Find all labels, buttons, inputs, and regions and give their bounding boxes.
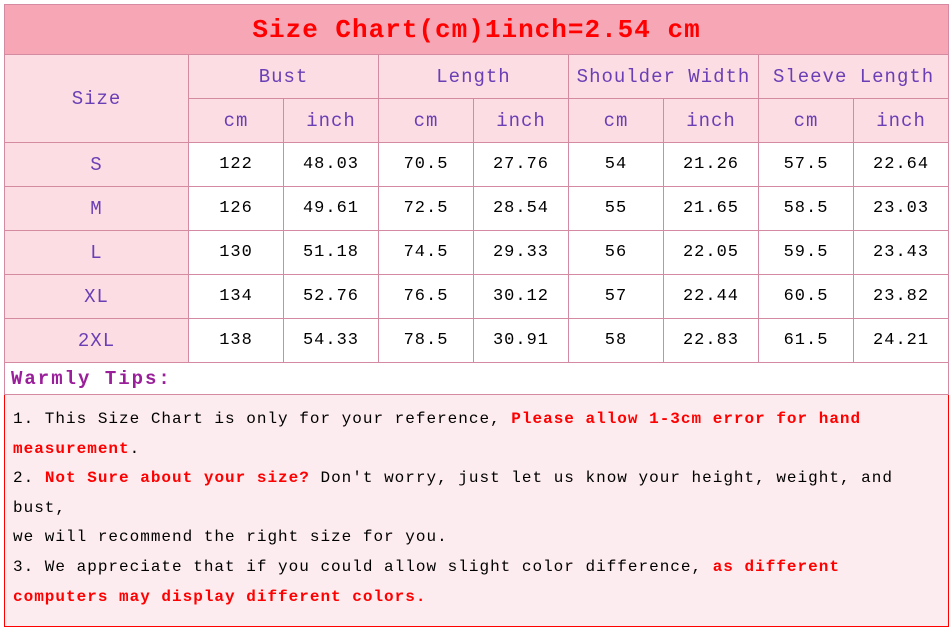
- cell: 22.05: [664, 231, 759, 275]
- cell: 22.44: [664, 275, 759, 319]
- cell: 57.5: [759, 143, 854, 187]
- cell: 30.12: [474, 275, 569, 319]
- cell: 130: [189, 231, 284, 275]
- unit-inch: inch: [284, 99, 379, 143]
- chart-title: Size Chart(cm)1inch=2.54 cm: [5, 5, 949, 55]
- cell: 28.54: [474, 187, 569, 231]
- cell: 122: [189, 143, 284, 187]
- cell: 29.33: [474, 231, 569, 275]
- cell: 48.03: [284, 143, 379, 187]
- cell: 61.5: [759, 319, 854, 363]
- cell: 60.5: [759, 275, 854, 319]
- cell: 70.5: [379, 143, 474, 187]
- header-bust: Bust: [189, 55, 379, 99]
- cell: 134: [189, 275, 284, 319]
- cell: 23.03: [854, 187, 949, 231]
- cell: 59.5: [759, 231, 854, 275]
- size-label: M: [5, 187, 189, 231]
- unit-cm: cm: [569, 99, 664, 143]
- cell: 138: [189, 319, 284, 363]
- tips-body: 1. This Size Chart is only for your refe…: [5, 395, 949, 627]
- cell: 23.82: [854, 275, 949, 319]
- cell: 78.5: [379, 319, 474, 363]
- cell: 58.5: [759, 187, 854, 231]
- cell: 24.21: [854, 319, 949, 363]
- cell: 76.5: [379, 275, 474, 319]
- cell: 54: [569, 143, 664, 187]
- cell: 21.65: [664, 187, 759, 231]
- tips-header: Warmly Tips:: [5, 363, 949, 395]
- cell: 30.91: [474, 319, 569, 363]
- cell: 74.5: [379, 231, 474, 275]
- unit-inch: inch: [854, 99, 949, 143]
- unit-cm: cm: [759, 99, 854, 143]
- unit-inch: inch: [664, 99, 759, 143]
- table-row: 2XL 138 54.33 78.5 30.91 58 22.83 61.5 2…: [5, 319, 949, 363]
- table-row: S 122 48.03 70.5 27.76 54 21.26 57.5 22.…: [5, 143, 949, 187]
- header-length: Length: [379, 55, 569, 99]
- cell: 58: [569, 319, 664, 363]
- tip-text: we will recommend the right size for you…: [13, 528, 448, 546]
- cell: 49.61: [284, 187, 379, 231]
- header-sleeve: Sleeve Length: [759, 55, 949, 99]
- header-shoulder: Shoulder Width: [569, 55, 759, 99]
- cell: 56: [569, 231, 664, 275]
- cell: 27.76: [474, 143, 569, 187]
- size-label: XL: [5, 275, 189, 319]
- header-size: Size: [5, 55, 189, 143]
- size-label: S: [5, 143, 189, 187]
- cell: 22.83: [664, 319, 759, 363]
- unit-cm: cm: [189, 99, 284, 143]
- cell: 54.33: [284, 319, 379, 363]
- table-row: L 130 51.18 74.5 29.33 56 22.05 59.5 23.…: [5, 231, 949, 275]
- cell: 23.43: [854, 231, 949, 275]
- table-row: M 126 49.61 72.5 28.54 55 21.65 58.5 23.…: [5, 187, 949, 231]
- cell: 126: [189, 187, 284, 231]
- tip-text: 1. This Size Chart is only for your refe…: [13, 410, 511, 428]
- tip-emphasis: Not Sure about your size?: [45, 469, 310, 487]
- tip-text: 3. We appreciate that if you could allow…: [13, 558, 713, 576]
- cell: 22.64: [854, 143, 949, 187]
- tip-text: .: [130, 440, 141, 458]
- cell: 52.76: [284, 275, 379, 319]
- unit-inch: inch: [474, 99, 569, 143]
- size-label: L: [5, 231, 189, 275]
- cell: 57: [569, 275, 664, 319]
- tip-text: 2.: [13, 469, 45, 487]
- size-chart-table: Size Chart(cm)1inch=2.54 cm Size Bust Le…: [4, 4, 949, 627]
- cell: 72.5: [379, 187, 474, 231]
- table-row: XL 134 52.76 76.5 30.12 57 22.44 60.5 23…: [5, 275, 949, 319]
- cell: 21.26: [664, 143, 759, 187]
- unit-cm: cm: [379, 99, 474, 143]
- size-label: 2XL: [5, 319, 189, 363]
- cell: 55: [569, 187, 664, 231]
- cell: 51.18: [284, 231, 379, 275]
